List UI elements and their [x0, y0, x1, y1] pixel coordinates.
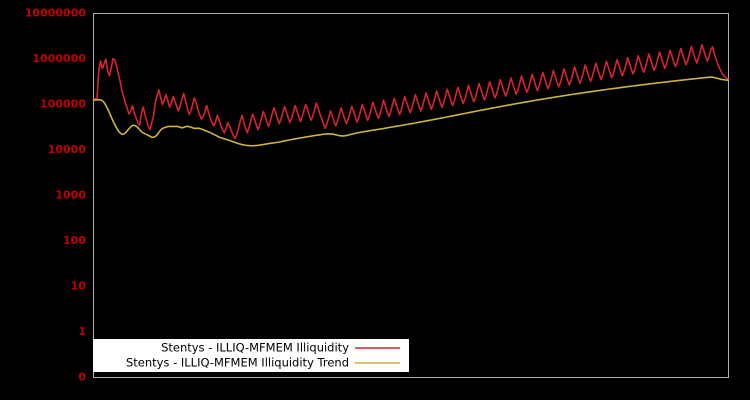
- y-axis-tick-label: 100000: [40, 98, 86, 111]
- y-axis-tick-label: 0: [78, 371, 86, 384]
- plot-frame: [93, 13, 729, 378]
- series-lines: [92, 43, 730, 147]
- series-line-illiquidity-trend: [92, 76, 730, 147]
- series-line-illiquidity: [92, 43, 730, 140]
- legend-label-illiquidity-trend: Stentys - ILLIQ-MFMEM Illiquidity Trend: [126, 356, 349, 370]
- y-axis-tick-label: 1: [78, 325, 86, 338]
- chart-legend[interactable]: Stentys - ILLIQ-MFMEM IlliquidityStentys…: [93, 339, 409, 372]
- y-axis-tick-label: 10000: [48, 143, 87, 156]
- y-axis-tick-label: 1000000: [32, 52, 86, 65]
- y-axis-tick-label: 100: [63, 234, 86, 247]
- y-axis-tick-label: 1000: [55, 189, 86, 202]
- y-axis-tick-label: 10: [71, 280, 87, 293]
- legend-background: [93, 339, 409, 372]
- y-axis-tick-label: 10000000: [25, 7, 87, 20]
- legend-label-illiquidity: Stentys - ILLIQ-MFMEM Illiquidity: [161, 341, 349, 355]
